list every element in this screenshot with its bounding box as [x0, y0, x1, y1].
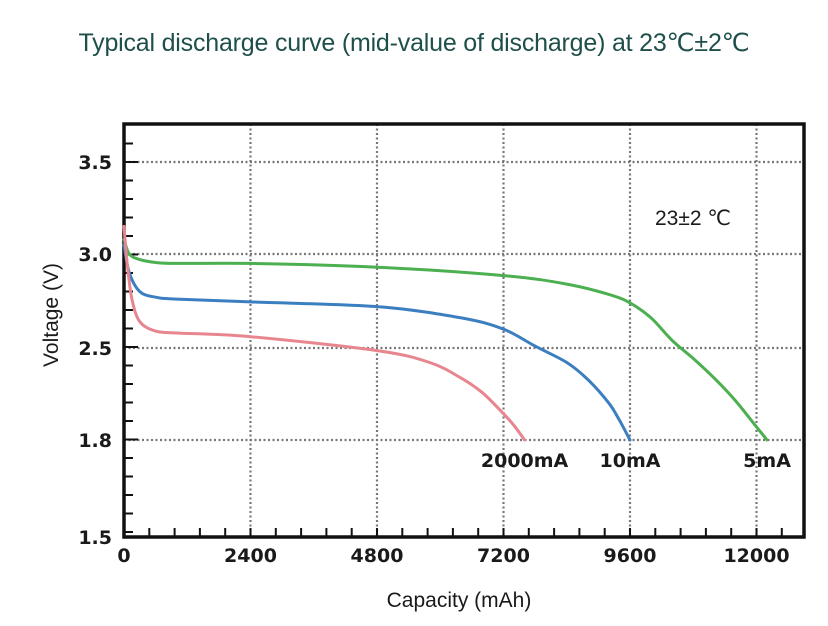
- y-tick-label: 2.5: [78, 338, 112, 360]
- plot-frame: [122, 122, 806, 539]
- x-tick-label: 7200: [477, 545, 530, 567]
- grid-lines: [124, 124, 804, 537]
- x-tick-label: 4800: [351, 545, 404, 567]
- x-axis-label: Capacity (mAh): [387, 589, 532, 612]
- series-line-10ma: [122, 243, 632, 442]
- y-tick-label: 3.5: [78, 152, 112, 174]
- series-line-5ma: [122, 237, 769, 442]
- x-tick-label: 0: [117, 545, 130, 567]
- y-axis-label: Voltage (V): [40, 263, 63, 367]
- series-label-5ma: 5mA: [743, 450, 791, 472]
- y-tick-label: 1.5: [78, 527, 112, 549]
- y-tick-label: 1.8: [78, 430, 112, 452]
- series-label-2000ma: 2000mA: [481, 450, 569, 472]
- x-tick-label: 2400: [224, 545, 277, 567]
- x-tick-label: 12000: [723, 545, 789, 567]
- y-tick-label: 3.0: [78, 244, 112, 266]
- series-line-2000ma: [122, 224, 527, 442]
- labels-layer: 1.5 1.8 2.5 3.0 3.5 0 2400 4800 7200 9600 12000 5mA…: [78, 152, 791, 567]
- axis-ticks: [124, 142, 783, 537]
- series-layer: [122, 224, 769, 442]
- temperature-annotation: 23±2 ℃: [655, 207, 731, 230]
- chart-title: Typical discharge curve (mid-value of di…: [78, 29, 750, 57]
- series-label-10ma: 10mA: [600, 450, 661, 472]
- x-tick-label: 9600: [604, 545, 657, 567]
